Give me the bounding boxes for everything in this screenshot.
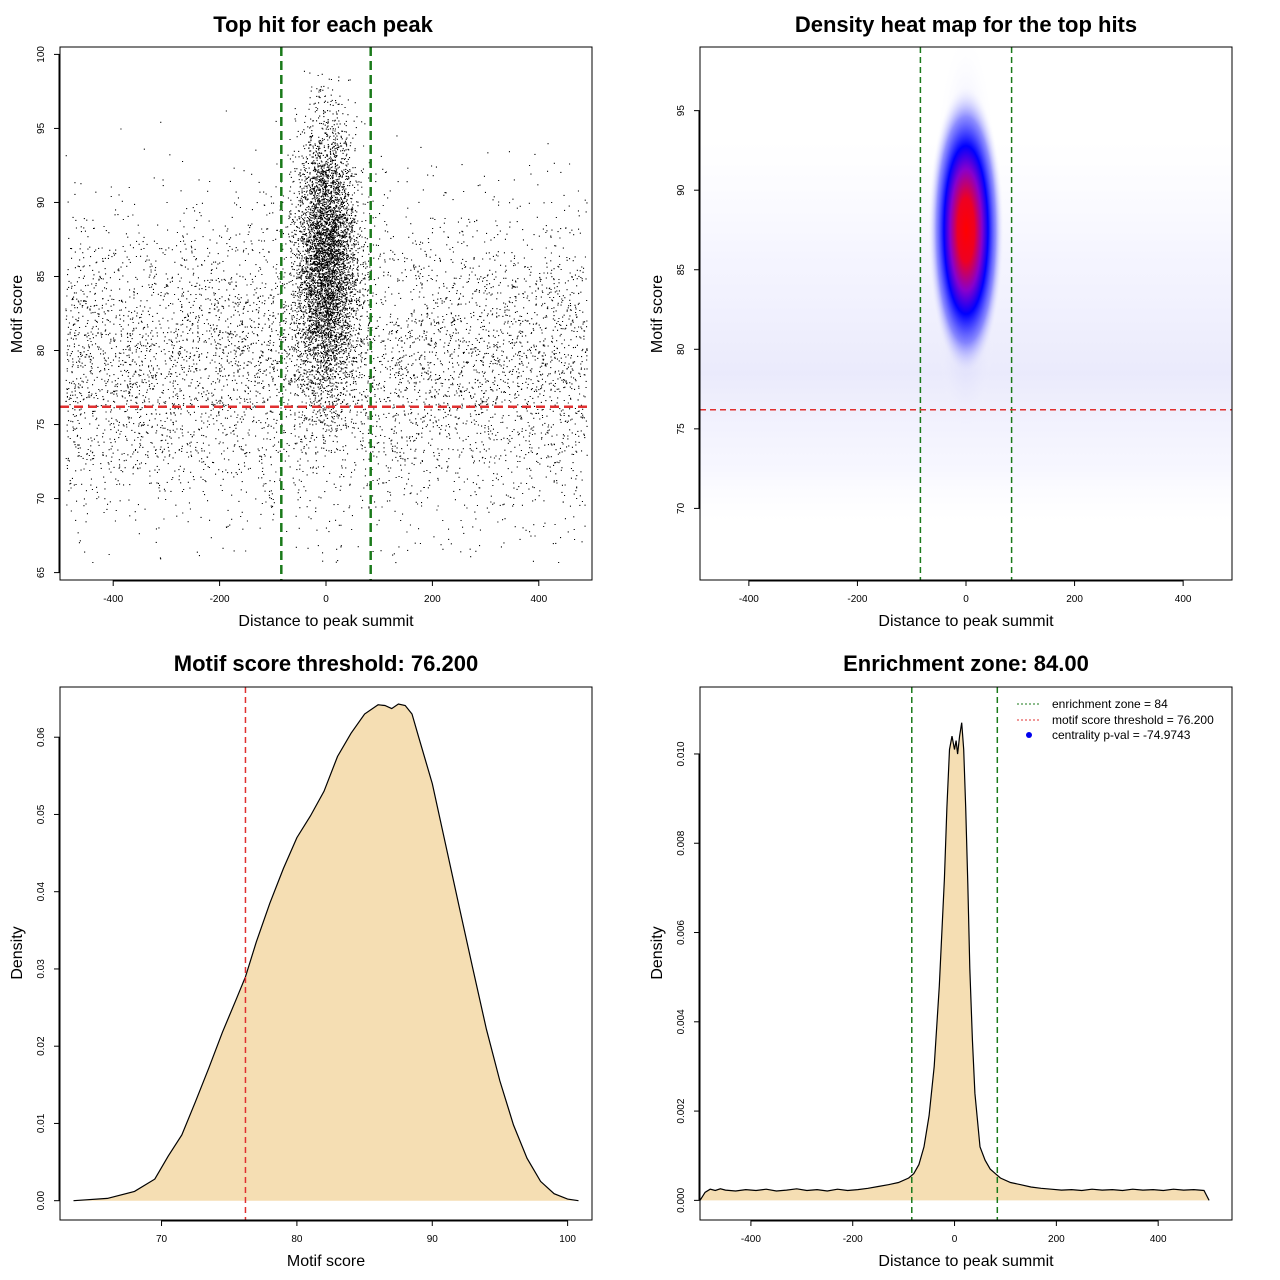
y-tick-label: 95 — [36, 122, 47, 134]
x-axis: -400 -200 0 200 400 — [103, 580, 548, 605]
heatmap-hotspot — [928, 84, 1004, 375]
y-tick-label: 0.02 — [36, 1036, 47, 1056]
y-axis: 0.000 0.002 0.004 0.006 0.008 0.010 — [676, 741, 700, 1213]
x-tick-label: 400 — [1175, 594, 1192, 605]
scatter-point-cloud — [65, 70, 588, 564]
x-tick-label: 200 — [424, 594, 441, 605]
x-tick-label: 400 — [530, 594, 547, 605]
panel-density-heatmap: Density heat map for the top hits -400 -2… — [649, 12, 1233, 630]
y-tick-label: 80 — [36, 345, 47, 357]
x-tick-label: 80 — [291, 1234, 303, 1245]
y-tick-label: 0.01 — [36, 1113, 47, 1133]
x-tick-label: -200 — [843, 1234, 863, 1245]
density-area — [700, 722, 1210, 1201]
x-axis-label: Distance to peak summit — [238, 613, 414, 630]
y-axis-label: Motif score — [9, 275, 26, 353]
plot-frame — [699, 686, 1233, 1221]
y-axis-label: Density — [649, 926, 666, 979]
y-tick-label: 100 — [36, 46, 47, 63]
y-tick-label: 85 — [676, 264, 687, 276]
y-axis-label: Motif score — [649, 275, 666, 353]
density-curve — [73, 703, 579, 1202]
y-axis: 70 75 80 85 90 95 — [676, 105, 700, 514]
y-tick-label: 85 — [36, 270, 47, 282]
x-tick-label: -200 — [210, 594, 230, 605]
y-tick-label: 0.008 — [676, 830, 687, 855]
panel-motif-score-density: Motif score threshold: 76.200 70 80 90 100 … — [9, 651, 593, 1270]
legend-label-motif-threshold: motif score threshold = 76.200 — [1052, 713, 1214, 727]
panel-enrichment-density: Enrichment zone: 84.00 -400 -200 0 200 400 0… — [649, 651, 1233, 1270]
scatter-points — [65, 70, 588, 564]
legend-swatch-centrality — [1026, 732, 1032, 738]
reference-lines — [911, 687, 999, 1220]
y-tick-label: 70 — [676, 502, 687, 514]
y-tick-label: 75 — [36, 419, 47, 431]
y-tick-label: 0.00 — [36, 1191, 47, 1211]
legend-label-enrichment-zone: enrichment zone = 84 — [1052, 697, 1168, 711]
x-axis: 70 80 90 100 — [156, 1220, 576, 1245]
panel-2-title: Density heat map for the top hits — [795, 12, 1137, 37]
y-tick-label: 0.03 — [36, 959, 47, 979]
x-tick-label: -200 — [847, 594, 867, 605]
x-axis-label: Distance to peak summit — [878, 1253, 1054, 1270]
x-tick-label: 90 — [427, 1234, 439, 1245]
legend: enrichment zone = 84 motif score thresho… — [1017, 697, 1214, 742]
panel-top-hit-scatter: Top hit for each peak -400 -200 0 200 400 65… — [9, 12, 593, 630]
y-tick-label: 0.006 — [676, 920, 687, 945]
density-curve — [699, 722, 1210, 1201]
y-tick-label: 0.002 — [676, 1098, 687, 1123]
x-tick-label: -400 — [103, 594, 123, 605]
y-tick-label: 70 — [36, 493, 47, 505]
y-axis-label: Density — [9, 926, 26, 979]
reference-lines — [60, 47, 592, 580]
x-tick-label: 0 — [323, 594, 329, 605]
legend-label-centrality: centrality p-val = -74.9743 — [1052, 728, 1191, 742]
panel-1-title: Top hit for each peak — [213, 12, 433, 37]
x-axis-label: Distance to peak summit — [878, 613, 1054, 630]
reference-lines — [700, 47, 1232, 580]
x-tick-label: 200 — [1048, 1234, 1065, 1245]
x-tick-label: -400 — [741, 1234, 761, 1245]
y-tick-label: 75 — [676, 423, 687, 435]
y-tick-label: 0.000 — [676, 1187, 687, 1212]
heatmap-surface — [700, 47, 1232, 530]
x-tick-label: 0 — [963, 594, 969, 605]
x-tick-label: 0 — [952, 1234, 958, 1245]
y-tick-label: 0.06 — [36, 727, 47, 747]
y-tick-label: 0.004 — [676, 1009, 687, 1034]
y-axis: 65 70 75 80 85 90 95 100 — [36, 46, 60, 579]
y-tick-label: 95 — [676, 105, 687, 117]
y-tick-label: 80 — [676, 343, 687, 355]
y-tick-label: 65 — [36, 567, 47, 579]
density-area — [73, 704, 579, 1201]
y-axis: 0.00 0.01 0.02 0.03 0.04 0.05 0.06 — [36, 727, 60, 1210]
x-tick-label: 100 — [559, 1234, 576, 1245]
y-tick-label: 90 — [676, 184, 687, 196]
x-axis: -400 -200 0 200 400 — [741, 1220, 1167, 1245]
x-tick-label: 400 — [1150, 1234, 1167, 1245]
x-tick-label: -400 — [739, 594, 759, 605]
y-tick-label: 0.04 — [36, 882, 47, 902]
x-axis-label: Motif score — [287, 1253, 365, 1270]
plot-frame — [59, 686, 593, 1221]
y-tick-label: 90 — [36, 196, 47, 208]
panel-4-title: Enrichment zone: 84.00 — [843, 651, 1089, 676]
y-tick-label: 0.05 — [36, 804, 47, 824]
x-tick-label: 70 — [156, 1234, 168, 1245]
panel-3-title: Motif score threshold: 76.200 — [174, 651, 478, 676]
x-axis: -400 -200 0 200 400 — [739, 580, 1192, 605]
x-tick-label: 200 — [1066, 594, 1083, 605]
y-tick-label: 0.010 — [676, 741, 687, 766]
